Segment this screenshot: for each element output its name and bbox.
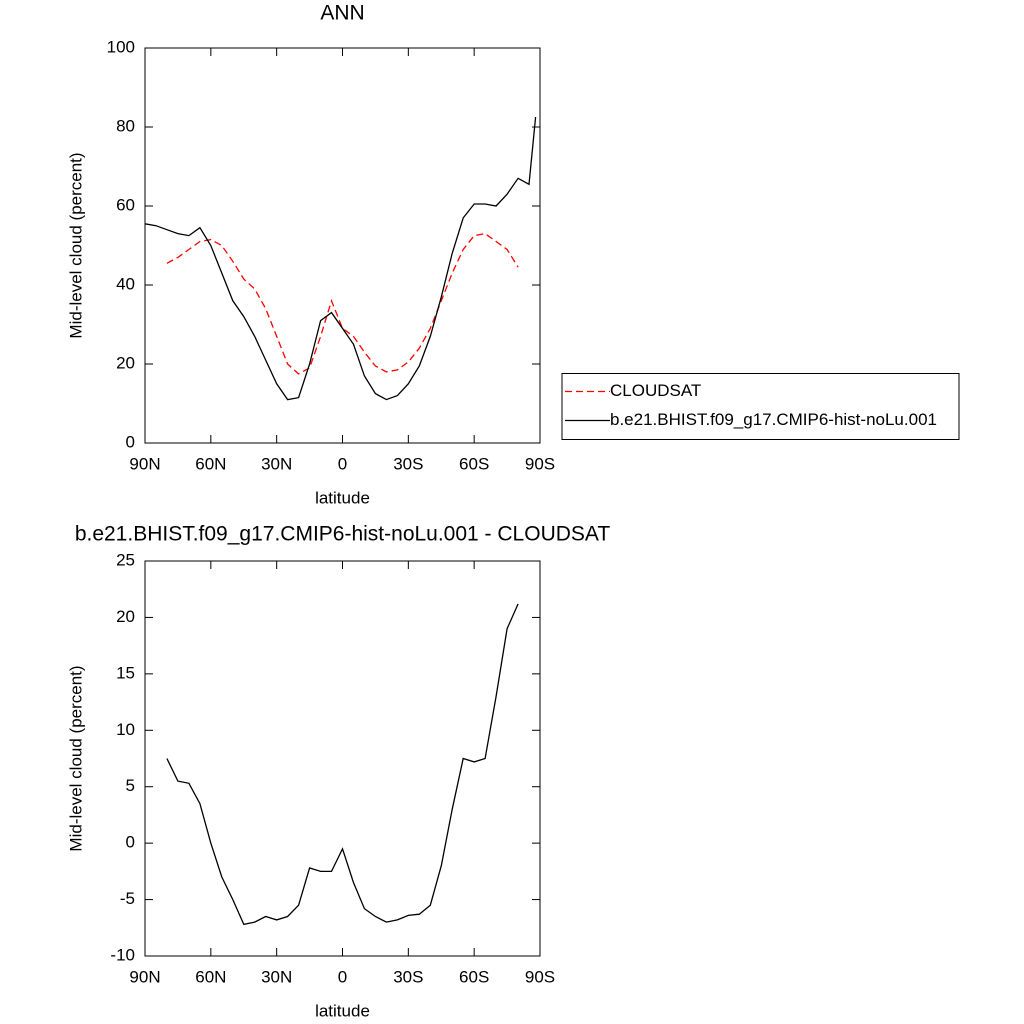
y-tick-label: 60: [116, 195, 135, 214]
chart-title: ANN: [320, 2, 364, 25]
y-tick-label: 20: [116, 353, 135, 372]
x-tick-label: 60S: [459, 454, 489, 473]
x-tick-label: 90S: [525, 967, 555, 986]
x-axis-label: latitude: [315, 1001, 370, 1020]
x-tick-label: 0: [338, 967, 347, 986]
x-axis-label: latitude: [315, 488, 370, 507]
x-tick-label: 90S: [525, 454, 555, 473]
y-axis-label: Mid-level cloud (percent): [66, 152, 85, 338]
data-line: [166, 603, 519, 926]
x-tick-label: 30N: [261, 967, 292, 986]
x-tick-label: 60N: [195, 967, 226, 986]
y-tick-label: 10: [116, 720, 135, 739]
legend-label: b.e21.BHIST.f09_g17.CMIP6-hist-noLu.001: [610, 410, 937, 429]
y-tick-label: 0: [126, 432, 135, 451]
data-line: [166, 232, 519, 375]
legend-box: [561, 373, 960, 440]
x-tick-label: 90N: [129, 454, 160, 473]
x-tick-label: 30S: [393, 967, 423, 986]
y-axis-label: Mid-level cloud (percent): [66, 665, 85, 851]
y-tick-label: -10: [110, 945, 135, 964]
x-tick-label: 60S: [459, 967, 489, 986]
y-tick-label: 15: [116, 663, 135, 682]
plot-frame: [144, 560, 541, 957]
y-tick-label: 0: [126, 833, 135, 852]
y-tick-label: 5: [126, 776, 135, 795]
data-line: [144, 117, 537, 401]
legend-label: CLOUDSAT: [610, 381, 701, 400]
plot-frame: [144, 47, 541, 444]
x-tick-label: 90N: [129, 967, 160, 986]
y-tick-label: 25: [116, 550, 135, 569]
y-tick-label: 80: [116, 116, 135, 135]
chart-title: b.e21.BHIST.f09_g17.CMIP6-hist-noLu.001 …: [75, 523, 611, 546]
y-tick-label: 20: [116, 607, 135, 626]
y-tick-label: 40: [116, 274, 135, 293]
y-tick-label: 100: [107, 37, 135, 56]
x-tick-label: 30S: [393, 454, 423, 473]
x-tick-label: 60N: [195, 454, 226, 473]
y-tick-label: -5: [120, 889, 135, 908]
x-tick-label: 0: [338, 454, 347, 473]
x-tick-label: 30N: [261, 454, 292, 473]
